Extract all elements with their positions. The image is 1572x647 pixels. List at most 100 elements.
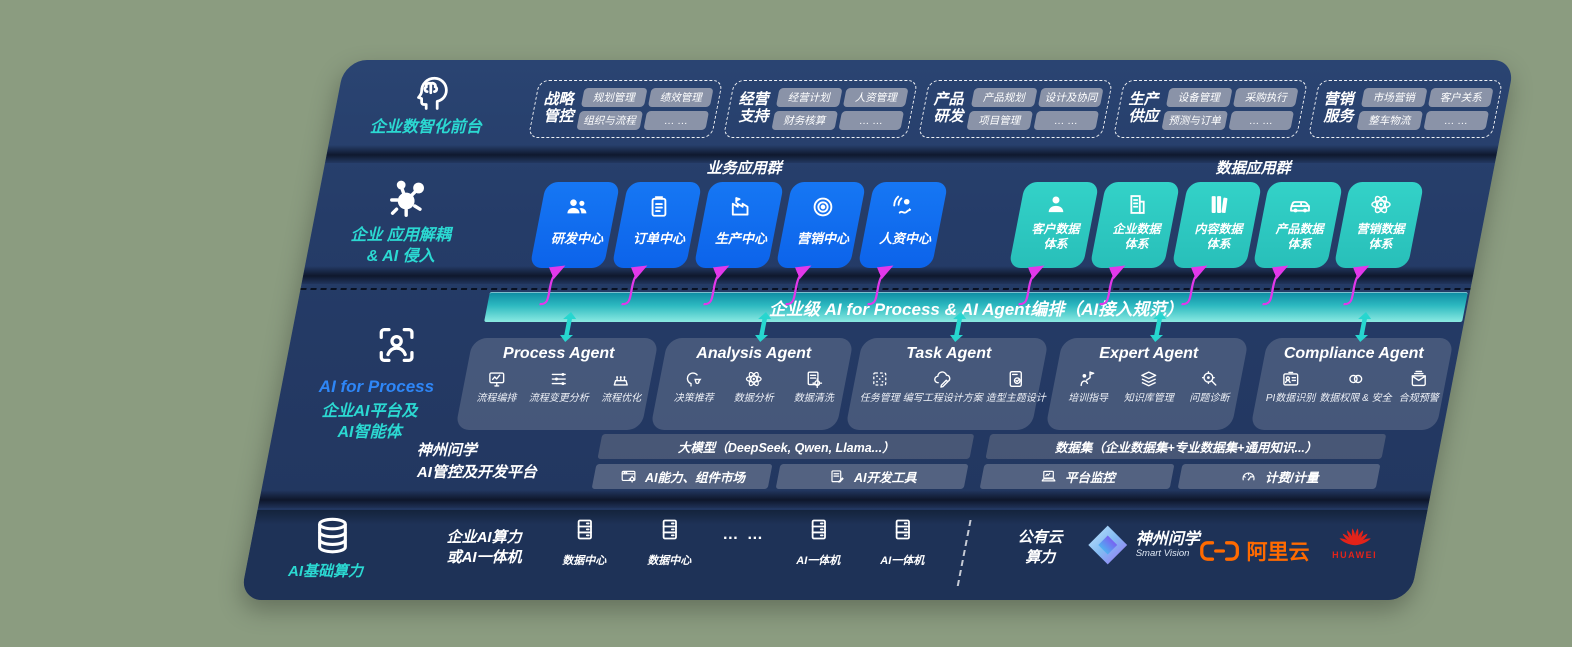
front-stage-group-product: 产品 研发 产品规划 设计及协同 项目管理 … … <box>917 80 1114 138</box>
scan-person-icon <box>374 322 420 368</box>
capability-chip: 设计及协同 <box>1037 88 1104 107</box>
platform-name: 神州问学 AI管控及开发平台 <box>416 442 537 481</box>
front-stage-groups: 战略 管控 规划管理 绩效管理 组织与流程 … … 经营 支持 经营计划 人资管理 … <box>527 80 1504 138</box>
aliyun-bracket-icon <box>1200 541 1239 561</box>
window-gear-icon <box>619 467 638 486</box>
ai-appliance-node: AI一体机 <box>780 516 856 568</box>
atom-icon <box>743 368 765 390</box>
car-icon <box>1286 191 1313 218</box>
ai-capability-market-bar: AI能力、组件市场 <box>591 464 773 489</box>
ai-dev-tools-bar: AI开发工具 <box>775 464 969 489</box>
decision-head-icon <box>683 368 705 390</box>
capability-chip: 整车物流 <box>1356 111 1423 130</box>
aliyun-logo: 阿里云 <box>1198 536 1310 566</box>
capability-chip: 产品规划 <box>970 88 1038 107</box>
doc-pen-icon <box>828 467 847 486</box>
person-wave-icon <box>891 193 919 221</box>
server-icon <box>889 516 916 543</box>
scope-lens-icon <box>1198 368 1220 390</box>
capability-chip: 采购执行 <box>1232 88 1299 107</box>
tablet-check-icon <box>1005 368 1027 390</box>
group-name: 经营 支持 <box>738 91 769 125</box>
brain-head-icon <box>409 70 453 114</box>
data-apps-title: 数据应用群 <box>1215 160 1291 177</box>
capability-chip: 客户关系 <box>1427 88 1494 107</box>
flow-sliders-icon <box>548 368 570 390</box>
enterprise-compute-label: 企业AI算力 或AI一体机 <box>446 529 522 567</box>
smartvision-diamond-icon <box>1088 525 1128 565</box>
group-name: 营销 服务 <box>1323 91 1354 125</box>
data-system-marketing: 营销数据 体系 <box>1333 182 1425 268</box>
capability-chip: 设备管理 <box>1165 88 1233 107</box>
ai-appliance-node: AI一体机 <box>864 516 940 568</box>
datacenter-node: 数据中心 <box>546 516 622 568</box>
training-flag-icon <box>1077 368 1099 390</box>
rings-icon <box>1344 368 1366 390</box>
server-icon <box>656 516 683 543</box>
business-app-production-center: 生产中心 <box>693 182 785 268</box>
gauge-icon <box>1239 467 1258 486</box>
group-name: 生产 供应 <box>1128 91 1159 125</box>
capability-chip: … … <box>642 111 710 130</box>
data-system-customer: 客户数据 体系 <box>1008 182 1100 268</box>
agent-card-process: Process Agent 流程编排 流程变更分析 流程优化 <box>455 338 659 430</box>
huawei-logo: HUAWEI <box>1332 516 1377 560</box>
front-stage-group-marketing: 营销 服务 市场营销 客户关系 整车物流 … … <box>1307 80 1504 138</box>
double-arrow-icon <box>560 312 577 342</box>
capability-chip: 项目管理 <box>966 111 1033 130</box>
public-cloud-label: 公有云 算力 <box>1017 529 1063 567</box>
laptop-chart-icon <box>1039 467 1058 486</box>
capability-chip: 绩效管理 <box>647 88 714 107</box>
server-icon <box>805 516 832 543</box>
molecule-icon <box>384 174 432 222</box>
capability-chip: 组织与流程 <box>576 111 643 130</box>
cloud-pen-icon <box>932 368 954 390</box>
double-arrow-icon <box>950 312 967 342</box>
id-card-icon <box>1280 368 1302 390</box>
target-icon <box>809 193 837 221</box>
infrastructure-label: AI基础算力 <box>288 563 364 580</box>
business-app-marketing-center: 营销中心 <box>775 182 867 268</box>
front-stage-group-operation: 经营 支持 经营计划 人资管理 财务核算 … … <box>722 80 919 138</box>
ellipsis-nodes: … … <box>722 526 765 543</box>
double-arrow-icon <box>1355 312 1372 342</box>
ai-for-process-label: AI for Process <box>318 377 435 396</box>
books-icon <box>1205 191 1232 218</box>
double-arrow-icon <box>755 312 772 342</box>
group-name: 战略 管控 <box>543 91 574 125</box>
business-app-order-center: 订单中心 <box>611 182 703 268</box>
datacenter-node: 数据中心 <box>631 516 707 568</box>
server-icon <box>571 516 598 543</box>
agent-card-compliance: Compliance Agent PI数据识别 数据权限 & 安全 合规预警 <box>1250 338 1454 430</box>
flow-monitor-icon <box>485 368 507 390</box>
business-app-rd-center: 研发中心 <box>529 182 621 268</box>
mail-stack-icon <box>1408 368 1430 390</box>
connector-arrows <box>539 265 1370 306</box>
people-icon <box>563 193 591 221</box>
doc-gear-icon <box>803 368 825 390</box>
data-system-content: 内容数据 体系 <box>1171 182 1263 268</box>
architecture-panel: 企业数智化前台 战略 管控 规划管理 绩效管理 组织与流程 … … 经营 支持 经营… <box>240 60 1515 600</box>
smartvision-logo: 神州问学 Smart Vision <box>1087 524 1200 566</box>
capability-chip: 预测与订单 <box>1161 111 1228 130</box>
capability-chip: … … <box>1227 111 1295 130</box>
capability-chip: 规划管理 <box>580 88 648 107</box>
capability-chip: 市场营销 <box>1360 88 1428 107</box>
capability-chip: 财务核算 <box>771 111 838 130</box>
data-system-enterprise: 企业数据 体系 <box>1089 182 1181 268</box>
building-icon <box>1123 191 1150 218</box>
factory-icon <box>727 193 755 221</box>
agent-card-task: Task Agent 任务管理 编写工程设计方案 造型主题设计 <box>845 338 1049 430</box>
billing-metering-bar: 计费/计量 <box>1177 464 1381 489</box>
data-system-product: 产品数据 体系 <box>1252 182 1344 268</box>
person-icon <box>1042 191 1069 218</box>
capability-chip: … … <box>837 111 905 130</box>
front-stage-group-supply: 生产 供应 设备管理 采购执行 预测与订单 … … <box>1112 80 1309 138</box>
business-app-hr-center: 人资中心 <box>857 182 949 268</box>
capability-chip: … … <box>1422 111 1490 130</box>
decoupling-label: 企业 应用解耦 & AI 侵入 <box>350 227 451 265</box>
group-name: 产品 研发 <box>933 91 964 125</box>
ai-platform-label: 企业AI平台及 AI智能体 <box>321 403 418 441</box>
front-stage-group-strategy: 战略 管控 规划管理 绩效管理 组织与流程 … … <box>527 80 724 138</box>
database-icon <box>310 514 354 558</box>
